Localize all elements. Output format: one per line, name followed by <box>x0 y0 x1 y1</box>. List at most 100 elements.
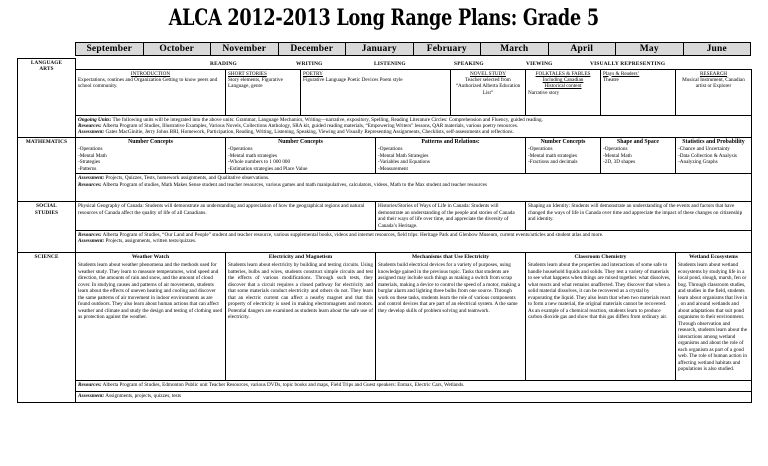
sci-unit-2-body: Students learn about electricity by buil… <box>228 262 373 321</box>
ss-assessment-line: Assessment: Projects, assignments, writt… <box>78 238 749 244</box>
month-header-may: May <box>615 42 683 56</box>
math-unit-6-item-0: -Chance and Uncertainty <box>678 146 730 153</box>
sci-assessment-label: Assessment: <box>78 393 105 400</box>
row-social-studies-notes: Resources: Alberta Program of Studies, “… <box>18 230 752 254</box>
math-assessment-label: Assessment: <box>78 175 105 182</box>
month-header-december: December <box>277 42 345 56</box>
ss-assessment-text: Projects, assignments, written tests/qui… <box>104 238 197 245</box>
row-social-studies-units: SOCIAL STUDIES Physical Geography of Can… <box>17 201 752 254</box>
la-unit-research-body: Musical Instrument, Canadian artist or E… <box>682 76 745 90</box>
ss-unit-3-body: Shaping an Identity: Students will demon… <box>528 203 743 223</box>
math-unit-2-heading: Number Concepts <box>278 138 323 145</box>
ss-unit-shaping-identity: Shaping an Identity: Students will demon… <box>525 201 752 232</box>
math-resources-label: Resources: <box>78 181 102 188</box>
math-unit-4-heading: Number Concepts <box>540 138 586 145</box>
math-unit-4-item-0: -Operations <box>528 146 553 153</box>
math-unit-5: Shape and Space -Operations -Mental Math… <box>600 136 676 175</box>
math-unit-1: Number Concepts -Operations -Mental Math… <box>75 136 226 175</box>
sci-unit-4-body: Students learn about the properties and … <box>528 262 671 321</box>
strand-header-viewing: VIEWING <box>526 60 553 67</box>
la-unit-folktales-heading: FOLKTALES & FABLES <box>535 70 591 77</box>
la-unit-folktales-body: Narrative story <box>528 89 560 96</box>
strand-label-science: SCIENCE <box>17 252 76 404</box>
sci-unit-electricity-magnetism: Electricity and Magnetism Students learn… <box>225 252 376 382</box>
math-resources-text: Alberta Program of studies, Math Makes S… <box>101 181 487 188</box>
la-unit-poetry-body: Figurative Language Poetic Devices Poem … <box>303 76 403 83</box>
sci-unit-3-heading: Mechanisms that Use Electricity <box>411 254 490 261</box>
la-unit-novel-study-1: NOVEL STUDY Teacher selected from “Autho… <box>450 68 526 116</box>
ss-unit-histories-stories: Histories/Stories of Ways of Life in Can… <box>375 201 526 232</box>
strand-label-math-line1: MATHEMATICS <box>25 138 68 145</box>
math-unit-3-item-2: -Variables and Equations <box>378 159 430 166</box>
sci-unit-4-heading: Classroom Chemistry <box>574 254 627 261</box>
sci-unit-wetland-ecosystems: Wetland Ecosystems Students learn about … <box>675 252 752 382</box>
la-unit-plays-body: Theatre <box>603 76 619 83</box>
la-unit-folktales-fables: FOLKTALES & FABLES Including Canadian Hi… <box>525 68 601 116</box>
strand-header-visually-representing: VISUALLY REPRESENTING <box>590 60 666 67</box>
math-unit-1-heading: Number Concepts <box>128 138 173 145</box>
strand-label-language-arts: LANGUAGE ARTS <box>17 58 76 138</box>
sci-resources-text: Alberta Program of Studies, Edmonton Pub… <box>101 382 465 389</box>
math-unit-2-item-3: -Estimation strategies and Place Value <box>228 165 308 172</box>
la-resources-line: Resources: Alberta Program of Studies, I… <box>78 123 749 129</box>
math-unit-3-item-1: -Mental Math Strategies <box>378 152 429 159</box>
sci-unit-5-body: Students learn about wetland ecosystems … <box>678 262 748 373</box>
la-unit-short-stories-body: Story elements, Figurative Language, gen… <box>228 76 283 90</box>
math-unit-6: Statistics and Probability -Chance and U… <box>675 136 752 175</box>
ss-notes-cell: Resources: Alberta Program of Studies, “… <box>75 230 752 254</box>
la-unit-introduction-heading: INTRODUCTION <box>130 70 171 77</box>
sci-unit-2-heading: Electricity and Magnetism <box>268 254 333 261</box>
math-unit-6-item-1: -Data Collection & Analysis <box>678 152 737 159</box>
math-unit-3-heading: Patterns and Relations: <box>421 138 480 145</box>
la-unit-poetry: POETRY Figurative Language Poetic Device… <box>300 68 451 116</box>
math-unit-1-item-0: -Operations <box>78 146 103 153</box>
row-science-resources: Resources: Alberta Program of Studies, E… <box>18 380 752 393</box>
math-assessment-text: Projects, Quizzes, Tests, homework assig… <box>104 175 270 182</box>
strand-label-ss-line2: STUDIES <box>34 209 59 216</box>
month-header-february: February <box>412 42 480 56</box>
math-unit-6-item-2: -Analyzing Graphs <box>678 159 718 166</box>
math-unit-2-item-1: -Mental math strategies <box>228 152 277 159</box>
month-header-row: September October November December Janu… <box>75 42 751 56</box>
math-assessment-line: Assessment: Projects, Quizzes, Tests, ho… <box>78 175 749 181</box>
strand-header-reading: READING <box>210 60 237 67</box>
row-mathematics-notes: Assessment: Projects, Quizzes, Tests, ho… <box>18 173 752 203</box>
long-range-plan-table: LANGUAGE ARTS READING WRITING LISTENING … <box>17 58 752 404</box>
row-science-assessment: Assessment: Assignments, projects, quizz… <box>18 391 752 404</box>
page-title: ALCA 2012-2013 Long Range Plans: Grade 5 <box>168 5 600 31</box>
math-unit-2-item-2: -Whole numbers to 1 000 000 <box>228 159 291 166</box>
ss-resources-text: Alberta Program of Studies, “Our Land an… <box>101 232 604 239</box>
sci-unit-5-heading: Wetland Ecosystems <box>689 254 738 261</box>
strand-label-la-line1: LANGUAGE <box>30 60 63 66</box>
row-mathematics-units: MATHEMATICS Number Concepts -Operations … <box>17 136 752 203</box>
math-unit-1-item-3: -Patterns <box>78 165 97 172</box>
sci-assessment-cell: Assessment: Assignments, projects, quizz… <box>75 391 752 404</box>
month-header-october: October <box>142 42 210 56</box>
la-ongoing-text: The following units will be integrated i… <box>111 116 543 123</box>
row-language-arts-notes: Ongoing Units: The following units will … <box>18 114 752 138</box>
month-header-september: September <box>75 42 143 56</box>
la-unit-introduction-body: Expectations, routines and Organization … <box>78 76 218 90</box>
la-unit-novel-study-1-heading: NOVEL STUDY <box>470 70 506 77</box>
math-resources-line: Resources: Alberta Program of studies, M… <box>78 182 749 188</box>
ss-unit-physical-geography: Physical Geography of Canada: Students w… <box>75 201 376 232</box>
la-unit-plays-readers-theatre: Plays & Readers’ Theatre <box>600 68 676 116</box>
math-unit-1-item-1: -Mental Math <box>78 152 107 159</box>
ss-assessment-label: Assessment: <box>78 238 105 245</box>
strand-label-social-studies: SOCIAL STUDIES <box>17 201 76 254</box>
math-unit-5-item-2: -2D, 3D shapes <box>603 159 636 166</box>
math-unit-2-item-0: -Operations <box>228 146 253 153</box>
la-notes-cell: Ongoing Units: The following units will … <box>75 114 752 138</box>
strand-header-listening: LISTENING <box>374 60 406 67</box>
math-unit-4: Number Concepts -Operations -Mental math… <box>525 136 601 175</box>
month-header-march: March <box>480 42 548 56</box>
sci-unit-1-body: Students learn about weather phenomena a… <box>78 262 223 321</box>
la-unit-short-stories: SHORT STORIES Story elements, Figurative… <box>225 68 301 116</box>
ss-resources-label: Resources: <box>78 232 102 239</box>
math-unit-4-item-2: -Fractions and decimals <box>528 159 578 166</box>
row-science-units: SCIENCE Weather Watch Students learn abo… <box>17 252 752 404</box>
row-language-arts-strandheaders: LANGUAGE ARTS READING WRITING LISTENING … <box>17 58 752 138</box>
la-assessment-text: Gates MacGinitie, Jerry Johns BRI, Homew… <box>104 129 514 136</box>
la-unit-introduction: INTRODUCTION Expectations, routines and … <box>75 68 226 116</box>
